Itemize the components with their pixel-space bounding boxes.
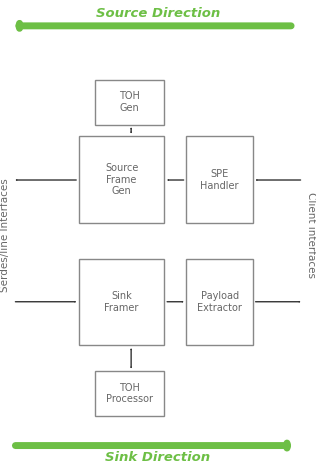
Text: Serdes/line Interfaces: Serdes/line Interfaces xyxy=(0,178,10,292)
Text: TOH
Gen: TOH Gen xyxy=(119,92,140,113)
Bar xyxy=(95,80,164,125)
Text: Source
Frame
Gen: Source Frame Gen xyxy=(105,163,138,196)
Bar xyxy=(186,136,253,223)
Text: Client interfaces: Client interfaces xyxy=(306,192,316,278)
Text: Sink Direction: Sink Direction xyxy=(106,451,210,464)
Bar xyxy=(95,371,164,416)
Text: TOH
Processor: TOH Processor xyxy=(106,383,153,404)
Text: SPE
Handler: SPE Handler xyxy=(200,169,239,190)
Text: Sink
Framer: Sink Framer xyxy=(105,291,139,313)
Text: Payload
Extractor: Payload Extractor xyxy=(197,291,242,313)
Bar xyxy=(79,136,164,223)
Bar xyxy=(186,258,253,345)
Text: Source Direction: Source Direction xyxy=(96,7,220,20)
Bar xyxy=(79,258,164,345)
